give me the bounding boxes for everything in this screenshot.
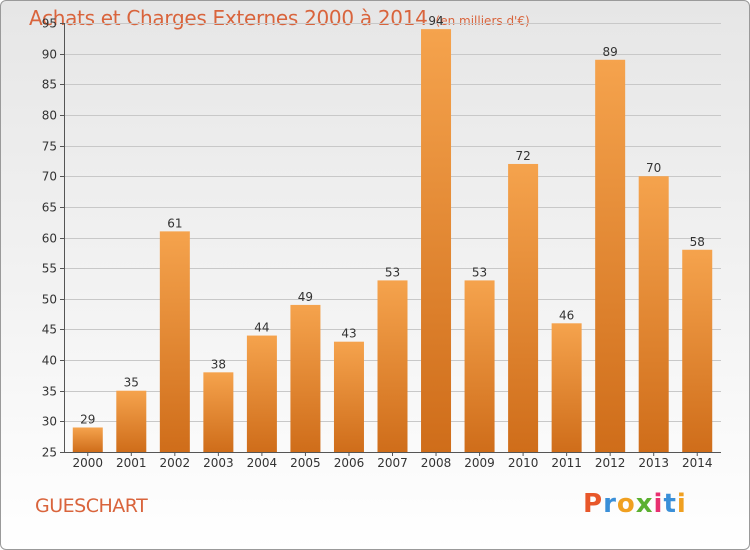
y-tick-label: 50 <box>42 293 57 307</box>
axes <box>60 23 721 456</box>
y-tick-label: 90 <box>42 48 57 62</box>
value-label-2006: 43 <box>341 327 356 341</box>
bar-2012 <box>595 59 626 453</box>
value-label-2000: 29 <box>80 412 95 426</box>
value-label-2001: 35 <box>124 376 139 390</box>
x-tick-label-2000: 2000 <box>72 456 103 470</box>
y-tick-label: 85 <box>42 78 57 92</box>
value-label-2003: 38 <box>211 357 226 371</box>
logo-letter: P <box>583 489 604 519</box>
value-label-2002: 61 <box>167 216 182 230</box>
logo-letter: x <box>635 489 654 519</box>
logo-letter: o <box>616 489 636 519</box>
y-tick-label: 30 <box>42 415 57 429</box>
value-label-2008: 94 <box>428 14 443 28</box>
x-tick-label-2006: 2006 <box>334 456 365 470</box>
bar-2007 <box>377 280 408 452</box>
chart-title: Achats et Charges Externes 2000 à 2014 <box>29 6 428 30</box>
bars <box>72 29 713 453</box>
y-tick-label: 35 <box>42 385 57 399</box>
y-tick-label: 75 <box>42 140 57 154</box>
x-tick-label-2014: 2014 <box>682 456 713 470</box>
value-label-2012: 89 <box>603 45 618 59</box>
value-label-2010: 72 <box>515 149 530 163</box>
value-label-2005: 49 <box>298 290 313 304</box>
y-tick-label: 40 <box>42 354 57 368</box>
bar-2004 <box>246 335 277 452</box>
x-tick-label-2007: 2007 <box>377 456 408 470</box>
bar-2002 <box>159 231 190 452</box>
commune-name: GUESCHART <box>35 495 148 517</box>
y-tick-label: 25 <box>42 446 57 460</box>
x-tick-label-2009: 2009 <box>464 456 495 470</box>
value-label-2014: 58 <box>690 235 705 249</box>
logo-letter: i <box>676 489 687 519</box>
x-tick-label-2003: 2003 <box>203 456 234 470</box>
bar-2008 <box>421 29 452 452</box>
bar-2003 <box>203 372 234 452</box>
bar-2001 <box>116 390 147 452</box>
value-label-2007: 53 <box>385 265 400 279</box>
bar-2010 <box>508 163 539 452</box>
bar-2005 <box>290 304 321 452</box>
value-label-2011: 46 <box>559 308 574 322</box>
bar-2011 <box>551 323 582 452</box>
x-tick-label-2002: 2002 <box>160 456 191 470</box>
x-tick-label-2004: 2004 <box>247 456 278 470</box>
bar-2006 <box>333 341 364 452</box>
value-label-2009: 53 <box>472 265 487 279</box>
logo-letter: i <box>653 489 664 519</box>
y-tick-label: 95 <box>42 17 57 31</box>
x-tick-label-2005: 2005 <box>290 456 321 470</box>
y-tick-label: 80 <box>42 109 57 123</box>
value-label-2004: 44 <box>254 321 269 335</box>
x-tick-label-2001: 2001 <box>116 456 147 470</box>
bar-2013 <box>638 176 669 452</box>
logo-letter: r <box>603 489 617 519</box>
logo-letter: t <box>663 489 677 519</box>
x-tick-label-2008: 2008 <box>421 456 452 470</box>
y-tick-label: 55 <box>42 262 57 276</box>
bar-2009 <box>464 280 495 452</box>
value-label-2013: 70 <box>646 161 661 175</box>
labels: 25 30 35 40 45 50 55 60 65 70 75 80 85 90 95 29 2000 35 20… <box>42 14 713 470</box>
y-tick-label: 60 <box>42 232 57 246</box>
x-tick-label-2011: 2011 <box>551 456 582 470</box>
y-tick-label: 65 <box>42 201 57 215</box>
y-tick-label: 70 <box>42 170 57 184</box>
x-tick-label-2010: 2010 <box>508 456 539 470</box>
x-tick-label-2012: 2012 <box>595 456 626 470</box>
y-tick-label: 45 <box>42 323 57 337</box>
bar-2014 <box>682 249 713 452</box>
proxiti-logo: Proxiti <box>583 489 687 519</box>
title-row: Achats et Charges Externes 2000 à 2014 (e… <box>29 6 530 30</box>
x-tick-label-2013: 2013 <box>638 456 669 470</box>
bar-2000 <box>72 427 103 452</box>
chart-subtitle: (en milliers d'€) <box>435 14 530 28</box>
